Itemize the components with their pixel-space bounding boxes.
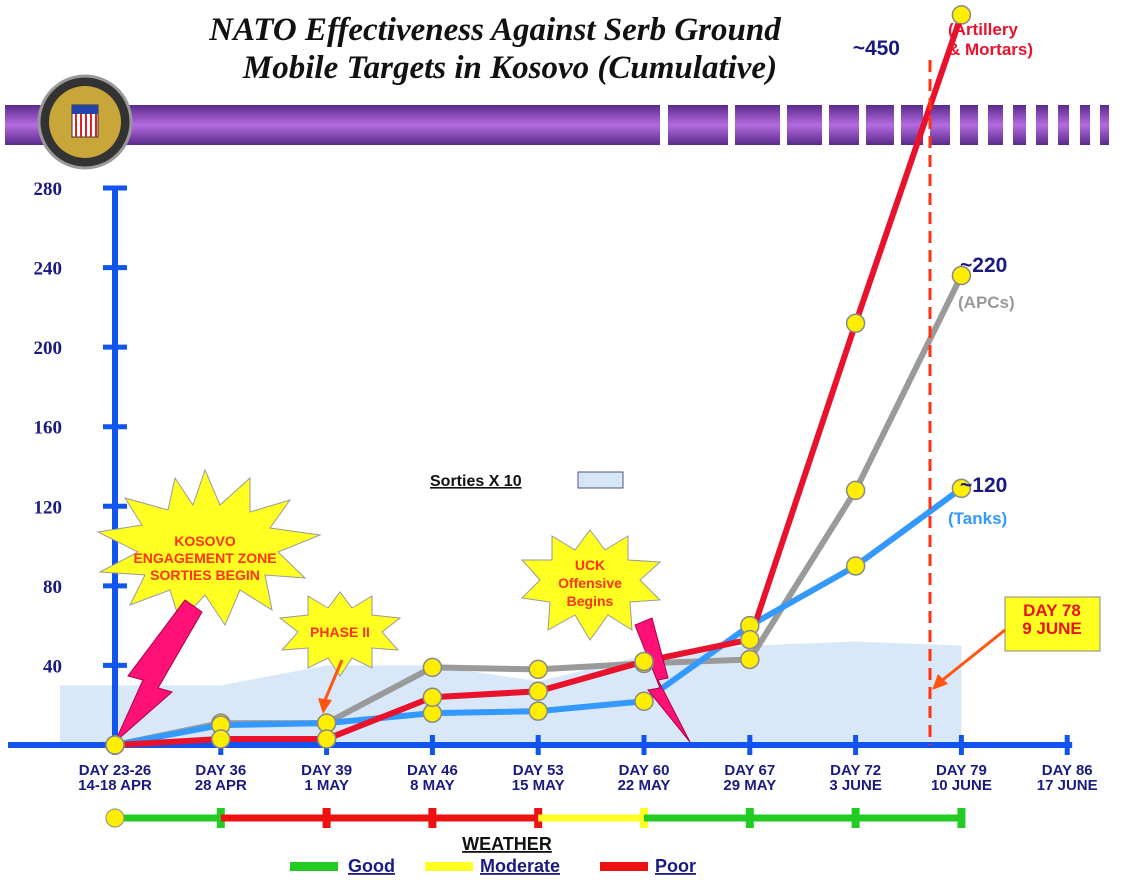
x-tick-label: DAY 67 — [724, 762, 775, 779]
series-name-line: (Tanks) — [948, 509, 1007, 528]
legend-label: Good — [348, 856, 395, 876]
data-point — [951, 478, 972, 499]
x-tick-label: 10 JUNE — [931, 777, 992, 794]
data-point — [211, 729, 231, 749]
arrow-head — [932, 674, 948, 690]
seal — [37, 74, 133, 170]
end-label: ~220 — [960, 254, 1007, 277]
callout-burst — [278, 591, 402, 677]
data-point — [634, 651, 654, 672]
annotation: Begins — [567, 593, 614, 609]
data-point — [845, 313, 866, 334]
series-name: (APCs) — [958, 293, 1015, 312]
data-point — [422, 657, 443, 678]
data-point — [740, 629, 760, 650]
series-name-line: & Mortars) — [948, 40, 1033, 59]
end-label: ~450 — [853, 37, 900, 60]
callout-burst — [96, 468, 322, 627]
series-name: (Artillery & Mortars) — [948, 20, 1033, 59]
x-tick-label: DAY 53 — [513, 762, 564, 779]
y-tick-label: 40 — [43, 656, 62, 677]
header-bar — [5, 105, 1109, 145]
data-point — [528, 659, 548, 680]
x-tick-label: DAY 86 — [1042, 762, 1093, 779]
title-line: NATO Effectiveness Against Serb Ground — [208, 12, 781, 48]
legend-swatch — [577, 471, 624, 489]
data-point — [316, 729, 337, 749]
data-point — [845, 480, 866, 501]
x-tick-label: DAY 36 — [195, 762, 246, 779]
callout-burst — [520, 529, 662, 641]
x-tick-label: 3 JUNE — [829, 777, 882, 794]
legend-swatch — [290, 862, 338, 871]
annotation: SORTIES BEGIN — [150, 567, 260, 583]
foreground: ~220 (APCs) ~120 (Tanks) ~450 (Artillery & Mor… — [105, 5, 1082, 876]
data-point — [740, 649, 760, 670]
annotation: KOSOVO — [174, 533, 236, 549]
y-tick-label: 160 — [34, 418, 63, 439]
legend-label: Moderate — [480, 856, 560, 876]
y-tick-label: 80 — [43, 577, 62, 598]
weather-tick — [957, 808, 966, 828]
x-tick-label: 22 MAY — [618, 777, 671, 794]
data-point — [951, 5, 972, 25]
x-tick-label: 17 JUNE — [1037, 777, 1098, 794]
annotation: UCK — [575, 557, 605, 573]
x-tick-label: 1 MAY — [304, 777, 348, 794]
end-label: ~120 — [960, 474, 1007, 497]
y-tick-label: 240 — [34, 259, 63, 280]
x-tick-label: DAY 39 — [301, 762, 352, 779]
weather-start — [105, 808, 125, 828]
data-point — [528, 701, 548, 721]
arrow — [939, 628, 1006, 684]
series-name-line: (APCs) — [958, 293, 1015, 312]
annotation: ENGAGEMENT ZONE — [133, 550, 276, 566]
annotation: PHASE II — [310, 624, 370, 640]
arrow-head — [318, 698, 332, 714]
x-tick-label: 28 APR — [195, 777, 247, 794]
annotation: 9 JUNE — [1022, 619, 1082, 638]
x-tick-label: 15 MAY — [512, 777, 565, 794]
x-tick-label: DAY 72 — [830, 762, 881, 779]
legend-swatch — [425, 862, 473, 871]
series-name-line: (Artillery — [948, 20, 1018, 39]
y-tick-label: 120 — [34, 497, 63, 518]
data-point — [951, 265, 972, 286]
x-tick-label: DAY 23-26 — [79, 762, 152, 779]
legend-swatch — [600, 862, 648, 871]
x-tick-label: 8 MAY — [410, 777, 454, 794]
title-line: Mobile Targets in Kosovo (Cumulative) — [242, 50, 777, 86]
arrow — [323, 659, 344, 701]
data-point — [634, 691, 654, 711]
data-point — [422, 687, 443, 708]
lightning-bolt — [634, 617, 691, 743]
lightning-bolt — [114, 599, 203, 743]
y-tick-label: 280 — [34, 179, 63, 200]
weather-title: WEATHER — [462, 834, 552, 854]
data-point — [105, 735, 125, 755]
callout-box — [1004, 596, 1101, 652]
series-name: (Tanks) — [948, 509, 1007, 528]
annotation: DAY 78 — [1023, 601, 1081, 620]
data-point — [845, 556, 866, 576]
x-tick-label: DAY 46 — [407, 762, 458, 779]
x-tick-label: DAY 79 — [936, 762, 987, 779]
legend-label: Sorties X 10 — [430, 473, 522, 490]
x-tick-label: DAY 60 — [619, 762, 670, 779]
x-tick-label: 29 MAY — [723, 777, 776, 794]
chart-title: NATO Effectiveness Against Serb Ground Mo… — [208, 12, 781, 86]
data-point — [528, 681, 548, 702]
y-tick-label: 200 — [34, 338, 63, 359]
legend-label: Poor — [655, 856, 696, 876]
annotation: Offensive — [558, 575, 622, 591]
x-tick-label: 14-18 APR — [78, 777, 152, 794]
